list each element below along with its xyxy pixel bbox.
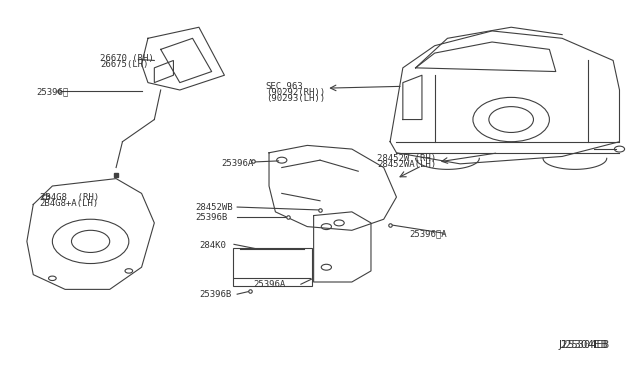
Text: 26670 (RH): 26670 (RH) <box>100 54 154 63</box>
Text: 26675(LH): 26675(LH) <box>100 60 148 70</box>
Text: 28452W (RH): 28452W (RH) <box>378 154 436 163</box>
Text: (90292(RH)): (90292(RH)) <box>266 88 325 97</box>
Text: J25304EB: J25304EB <box>559 340 609 350</box>
Text: SEC.963: SEC.963 <box>266 82 303 91</box>
Text: 25396A: 25396A <box>221 158 253 168</box>
Text: 2B4G8+A(LH): 2B4G8+A(LH) <box>40 199 99 208</box>
Text: (90293(LH)): (90293(LH)) <box>266 94 325 103</box>
Text: 2B4G8  (RH): 2B4G8 (RH) <box>40 193 99 202</box>
FancyBboxPatch shape <box>233 248 312 286</box>
Text: J25304EB: J25304EB <box>559 340 609 350</box>
Text: 284K0: 284K0 <box>199 241 226 250</box>
Text: 25396Ⅱ: 25396Ⅱ <box>36 87 68 96</box>
Text: 25396ⅡA: 25396ⅡA <box>409 230 447 238</box>
Text: 28452WB: 28452WB <box>196 203 234 212</box>
Text: 25396B: 25396B <box>196 213 228 222</box>
Text: 28452WA(LH): 28452WA(LH) <box>378 160 436 169</box>
Text: 25396A: 25396A <box>253 280 285 289</box>
Text: 25396B: 25396B <box>199 291 231 299</box>
